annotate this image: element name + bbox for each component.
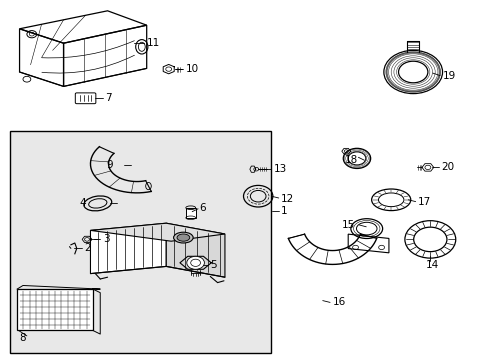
Text: 4: 4: [79, 198, 86, 208]
Text: 7: 7: [105, 93, 112, 103]
Text: 1: 1: [281, 206, 287, 216]
Ellipse shape: [177, 234, 189, 241]
Text: 17: 17: [417, 197, 430, 207]
Text: 12: 12: [280, 194, 293, 204]
Polygon shape: [90, 223, 166, 274]
Text: 8: 8: [20, 333, 26, 343]
Text: 3: 3: [102, 234, 109, 244]
Bar: [185, 208, 195, 218]
Text: 2: 2: [84, 243, 91, 253]
Text: 16: 16: [332, 297, 345, 307]
Polygon shape: [90, 223, 224, 241]
Bar: [17, 289, 93, 330]
Ellipse shape: [173, 232, 193, 243]
Text: 11: 11: [146, 38, 160, 48]
FancyBboxPatch shape: [75, 93, 96, 104]
Text: 18: 18: [344, 155, 357, 165]
Text: 14: 14: [425, 260, 438, 270]
Text: 13: 13: [273, 164, 286, 174]
Text: 15: 15: [342, 220, 355, 230]
Text: 19: 19: [442, 71, 455, 81]
Text: 6: 6: [199, 203, 206, 213]
Text: 9: 9: [106, 160, 113, 170]
Circle shape: [186, 256, 204, 269]
Text: 5: 5: [210, 260, 217, 270]
Bar: [10, 131, 271, 353]
Text: 10: 10: [185, 64, 199, 74]
Polygon shape: [166, 223, 224, 277]
Text: 20: 20: [441, 162, 454, 172]
